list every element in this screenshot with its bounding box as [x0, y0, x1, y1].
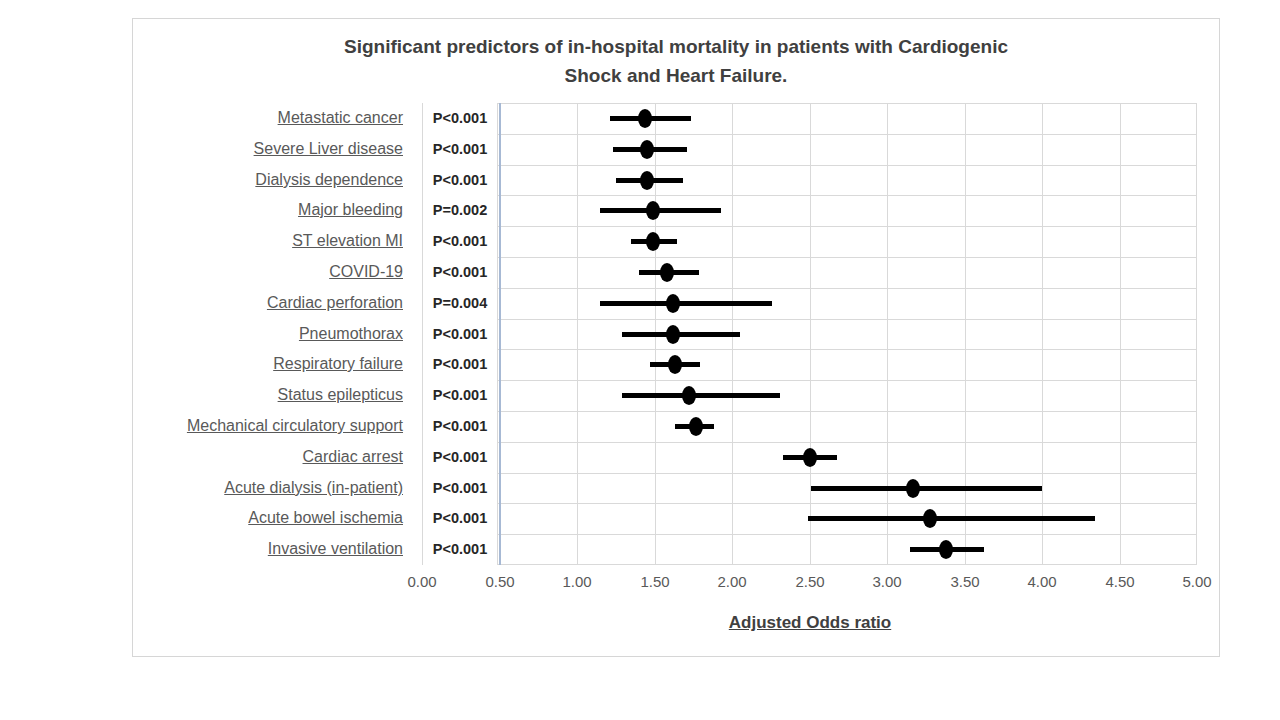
- row-label: Acute dialysis (in-patient): [136, 473, 403, 504]
- x-tick-label: 3.00: [855, 573, 919, 590]
- odds-ratio-marker: [803, 448, 817, 467]
- odds-ratio-marker: [638, 109, 652, 128]
- x-tick-label: 3.50: [933, 573, 997, 590]
- chart-title-line-2: Shock and Heart Failure.: [133, 61, 1219, 90]
- ci-line: [622, 332, 740, 337]
- row-label: Severe Liver disease: [136, 134, 403, 165]
- row-label: Cardiac arrest: [136, 442, 403, 473]
- row-label: Acute bowel ischemia: [136, 503, 403, 534]
- odds-ratio-marker: [640, 171, 654, 190]
- p-value-cell: P<0.001: [422, 319, 498, 350]
- x-tick-label: 0.50: [468, 573, 532, 590]
- row-label: Major bleeding: [136, 195, 403, 226]
- chart-title-line-1: Significant predictors of in-hospital mo…: [133, 32, 1219, 61]
- row-label: Mechanical circulatory support: [136, 411, 403, 442]
- x-tick-label: 2.00: [700, 573, 764, 590]
- odds-ratio-marker: [923, 509, 937, 528]
- p-value-cell: P<0.001: [422, 503, 498, 534]
- odds-ratio-marker: [682, 386, 696, 405]
- odds-ratio-marker: [646, 232, 660, 251]
- ci-line: [808, 516, 1095, 521]
- p-value-cell: P<0.001: [422, 534, 498, 565]
- p-value-cell: P<0.001: [422, 349, 498, 380]
- axis-baseline: [499, 103, 501, 565]
- row-label: Cardiac perforation: [136, 288, 403, 319]
- row-label: ST elevation MI: [136, 226, 403, 257]
- p-value-cell: P<0.001: [422, 134, 498, 165]
- p-value-cell: P<0.001: [422, 473, 498, 504]
- ci-line: [600, 301, 772, 306]
- p-value-cell: P<0.001: [422, 411, 498, 442]
- p-value-cell: P<0.001: [422, 165, 498, 196]
- x-tick-label: 0.00: [390, 573, 454, 590]
- x-tick-label: 4.50: [1088, 573, 1152, 590]
- gridline-v: [577, 103, 578, 565]
- odds-ratio-marker: [660, 263, 674, 282]
- odds-ratio-marker: [666, 325, 680, 344]
- row-label: Invasive ventilation: [136, 534, 403, 565]
- x-tick-label: 2.50: [778, 573, 842, 590]
- odds-ratio-marker: [689, 417, 703, 436]
- row-label: Metastatic cancer: [136, 103, 403, 134]
- odds-ratio-marker: [906, 479, 920, 498]
- odds-ratio-marker: [939, 540, 953, 559]
- x-tick-label: 1.50: [623, 573, 687, 590]
- gridline-v: [887, 103, 888, 565]
- gridline-v: [965, 103, 966, 565]
- row-label: Status epilepticus: [136, 380, 403, 411]
- x-tick-label: 1.00: [545, 573, 609, 590]
- p-value-cell: P<0.001: [422, 380, 498, 411]
- p-value-cell: P<0.001: [422, 226, 498, 257]
- page: Significant predictors of in-hospital mo…: [0, 0, 1280, 720]
- p-value-cell: P=0.004: [422, 288, 498, 319]
- ci-line: [622, 393, 780, 398]
- x-axis-label: Adjusted Odds ratio: [660, 613, 960, 633]
- x-tick-label: 5.00: [1165, 573, 1229, 590]
- ci-line: [811, 486, 1042, 491]
- row-label: Dialysis dependence: [136, 165, 403, 196]
- odds-ratio-marker: [646, 201, 660, 220]
- p-value-cell: P=0.002: [422, 195, 498, 226]
- p-value-cell: P<0.001: [422, 103, 498, 134]
- row-label: Respiratory failure: [136, 349, 403, 380]
- row-label: Pneumothorax: [136, 319, 403, 350]
- odds-ratio-marker: [666, 294, 680, 313]
- gridline-v: [1042, 103, 1043, 565]
- row-label: COVID-19: [136, 257, 403, 288]
- chart-title: Significant predictors of in-hospital mo…: [133, 32, 1219, 90]
- gridline-v: [1120, 103, 1121, 565]
- gridline-v: [810, 103, 811, 565]
- x-tick-label: 4.00: [1010, 573, 1074, 590]
- ci-line: [600, 208, 721, 213]
- odds-ratio-marker: [640, 140, 654, 159]
- p-value-cell: P<0.001: [422, 257, 498, 288]
- p-value-cell: P<0.001: [422, 442, 498, 473]
- odds-ratio-marker: [668, 355, 682, 374]
